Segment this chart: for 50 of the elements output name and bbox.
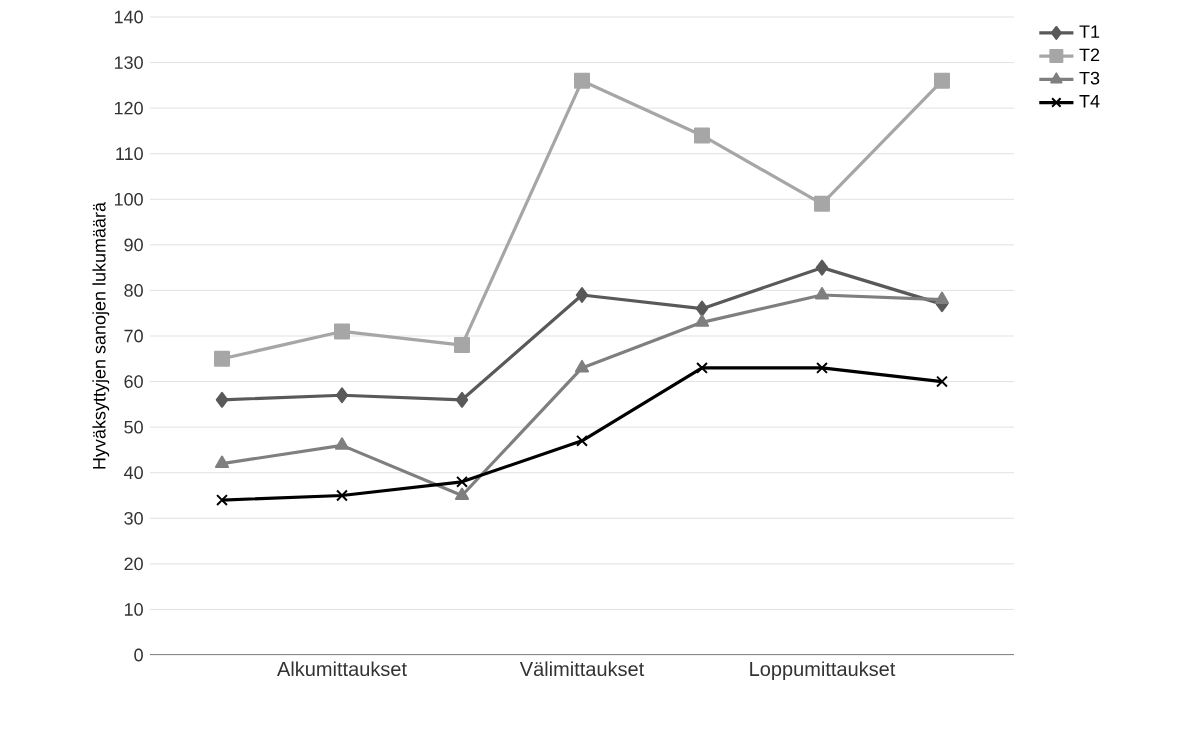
point [934,291,950,305]
point [454,487,470,500]
y-tick-label: 60 [124,375,143,388]
point [694,314,710,327]
y-tick-label: 80 [124,284,143,297]
point [695,300,709,317]
legend-label: T3 [1079,71,1100,85]
y-tick-label: 30 [124,511,143,525]
point [814,195,830,212]
y-tick-label: 130 [114,56,143,69]
point [454,337,470,354]
point [814,286,830,300]
point [334,437,350,450]
point [214,455,230,469]
y-tick-label: 90 [124,238,143,252]
point [576,434,588,447]
y-tick-label: 100 [114,192,143,206]
point [696,361,708,374]
point [455,391,469,408]
point [816,361,828,374]
y-tick-label: 120 [114,101,143,115]
point [334,323,350,340]
point [694,127,710,144]
point [215,391,229,408]
y-axis-title: Hyväksyttyjen sanojen lukumäärä [92,201,110,469]
point [214,350,230,367]
point [575,286,589,303]
y-tick-label: 0 [134,648,143,662]
x-tick-label: Loppumittaukset [750,661,896,681]
x-tick-label: Alkumittaukset [277,661,407,677]
point [936,375,948,388]
legend-label: T2 [1079,48,1100,62]
point [815,259,829,276]
legend-label: T4 [1079,95,1100,108]
point [216,494,228,507]
y-tick-label: 20 [124,557,143,571]
point [574,359,590,373]
y-tick-label: 140 [114,10,143,24]
x-tick-label: Välimittaukset [519,661,645,677]
point [933,72,950,89]
point [456,475,468,488]
legend-label: T1 [1079,25,1100,38]
y-tick-label: 50 [124,420,143,434]
y-tick-label: 10 [124,603,143,616]
point [574,72,590,89]
y-tick-label: 110 [116,147,143,161]
point [335,387,349,404]
y-tick-label: 40 [123,466,143,480]
point [336,489,348,502]
y-tick-label: 70 [124,329,143,343]
